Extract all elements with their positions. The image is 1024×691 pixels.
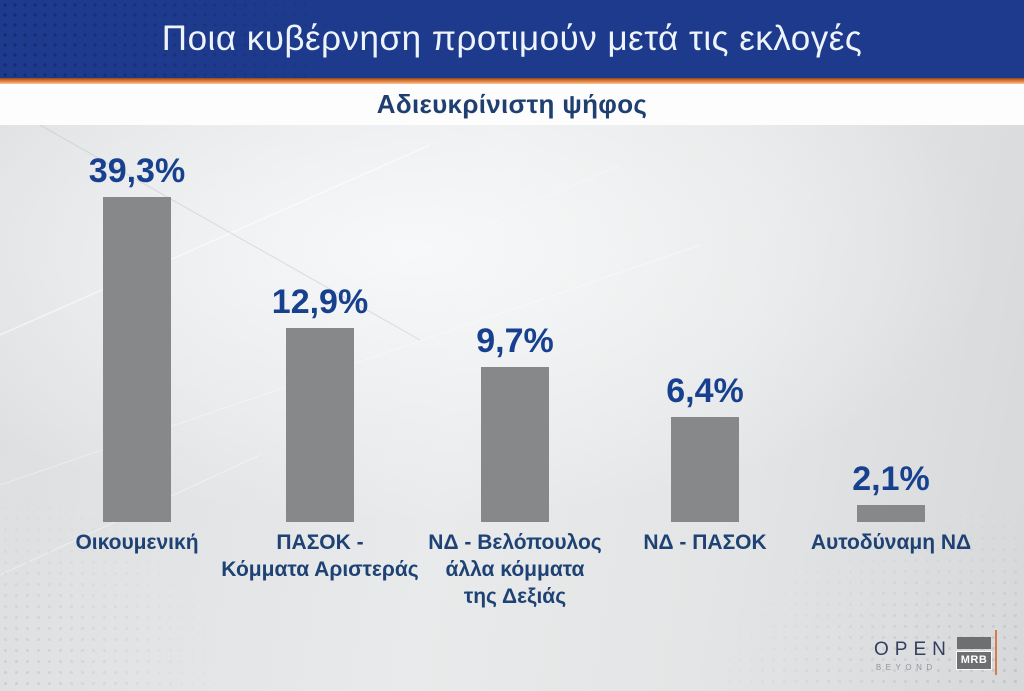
bar-group-oikoumeniki: 39,3% (27, 152, 247, 522)
bar-group-pasok-aristera: 12,9% (210, 283, 430, 522)
bar-rect (103, 197, 171, 522)
category-label-autodynami-nd: Αυτοδύναμη ΝΔ (781, 529, 1001, 556)
value-label: 12,9% (271, 283, 369, 321)
bar-rect (671, 417, 739, 522)
category-label-line: ΠΑΣΟΚ - (276, 531, 364, 554)
page-title: Ποια κυβέρνηση προτιμούν μετά τις εκλογέ… (161, 19, 863, 58)
subtitle-band: Αδιευκρίνιστη ψήφος (0, 84, 1024, 125)
open-tv-logo: OPEN BEYOND (868, 639, 952, 672)
bar-rect (286, 328, 354, 522)
bar-group-autodynami-nd: 2,1% (781, 460, 1001, 522)
chart-subtitle: Αδιευκρίνιστη ψήφος (376, 89, 648, 119)
category-label-line: της Δεξιάς (463, 585, 567, 608)
mrb-logo-top-bar (957, 637, 991, 649)
orange-vertical-line (995, 630, 997, 675)
value-label: 39,3% (88, 152, 186, 190)
bar-rect (481, 367, 549, 522)
category-label-line: Κόμματα Αριστεράς (221, 558, 419, 581)
mrb-logo-text: MRB (956, 651, 992, 670)
category-label-line: Αυτοδύναμη ΝΔ (810, 531, 972, 554)
category-label-line: Οικουμενική (75, 531, 199, 554)
value-label: 6,4% (666, 372, 744, 410)
category-label-nd-pasok: ΝΔ - ΠΑΣΟΚ (595, 529, 815, 556)
category-label-line: άλλα κόμματα (445, 558, 585, 581)
open-logo-text: OPEN (874, 639, 952, 660)
mrb-logo: MRB (956, 637, 992, 670)
orange-divider (0, 78, 1024, 84)
category-label-line: ΝΔ - ΠΑΣΟΚ (643, 531, 767, 554)
value-label: 2,1% (852, 460, 930, 498)
bar-rect (857, 505, 925, 522)
bar-group-nd-pasok: 6,4% (595, 372, 815, 522)
banner-dot-texture (0, 0, 420, 78)
header-banner: Ποια κυβέρνηση προτιμούν μετά τις εκλογέ… (0, 0, 1024, 78)
category-label-pasok-aristera: ΠΑΣΟΚ - Κόμματα Αριστεράς (210, 529, 430, 583)
category-label-oikoumeniki: Οικουμενική (27, 529, 247, 556)
open-logo-tagline: BEYOND (875, 663, 937, 672)
category-label-nd-velopoulos: ΝΔ - Βελόπουλος άλλα κόμματα της Δεξιάς (405, 529, 625, 610)
value-label: 9,7% (476, 322, 554, 360)
category-label-line: ΝΔ - Βελόπουλος (428, 531, 602, 554)
bar-group-nd-velopoulos: 9,7% (405, 322, 625, 522)
